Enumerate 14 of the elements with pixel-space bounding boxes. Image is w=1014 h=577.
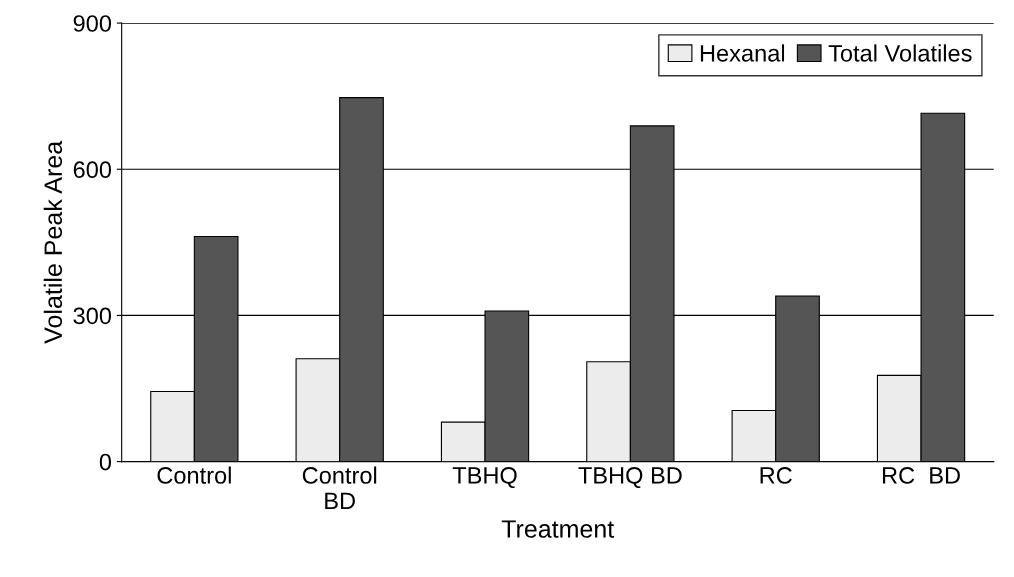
x-tick-label: TBHQ BD (578, 467, 682, 489)
x-axis-title: Treatment (501, 520, 615, 538)
y-tick-label: 900 (73, 15, 112, 32)
x-tick-label: TBHQ (452, 467, 517, 489)
y-tick-label: 300 (73, 307, 112, 325)
legend-label: Hexanal (700, 44, 785, 62)
x-tick-label: RC (760, 467, 792, 484)
legend-label: Total Volatiles (828, 44, 972, 62)
y-tick-label: 600 (73, 161, 112, 179)
x-tick-label: RC BD (882, 467, 960, 484)
y-axis-title: Volatile Peak Area (43, 140, 63, 344)
x-tick-label: Control BD (302, 466, 377, 509)
y-tick-label: 0 (99, 453, 112, 471)
x-tick-label: Control (157, 466, 231, 484)
